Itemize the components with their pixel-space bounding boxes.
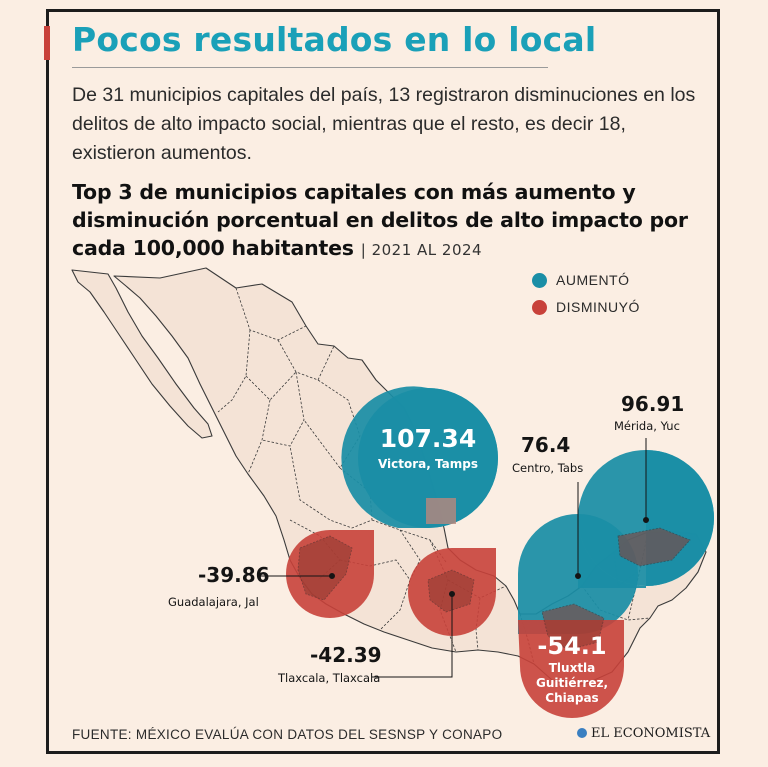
chiapas-highlight [541, 603, 605, 651]
yucatan-highlight [617, 527, 691, 567]
source-note: FUENTE: MÉXICO EVALÚA CON DATOS DEL SESN… [72, 727, 503, 742]
baja-california-shape [71, 269, 213, 439]
jalisco-highlight [297, 535, 353, 601]
intro-text: De 31 municipios capitales del país, 13 … [72, 84, 696, 164]
leader-dot-merida [643, 517, 649, 523]
state-border [399, 529, 421, 581]
value-guadalajara-jal: -39.86 [198, 563, 270, 587]
label-victoria-tamps: Victora, Tamps [377, 457, 478, 471]
state-border [261, 371, 305, 447]
legend-disminuyo: DISMINUYÓ [532, 299, 640, 315]
legend-dot-disminuyo [532, 299, 547, 315]
value-tlaxcala: -42.39 [310, 643, 382, 667]
state-border [217, 329, 251, 413]
value-centro-tabs: 76.4 [521, 433, 571, 457]
period-value: 2021 AL 2024 [371, 241, 483, 259]
legend-aumento: AUMENTÓ [532, 272, 630, 288]
infographic-frame [46, 9, 720, 754]
title-divider [72, 67, 548, 68]
value-tuxtla-chiapas: -54.1 [537, 632, 607, 660]
tlaxcala-region-highlight [427, 569, 475, 613]
state-border [247, 399, 271, 475]
value-victoria-tamps: 107.34 [379, 424, 477, 453]
label-centro-tabs: Centro, Tabs [512, 461, 584, 475]
label-guadalajara-jal: Guadalajara, Jal [168, 595, 259, 609]
leader-tlaxcala [372, 594, 453, 678]
label-merida-yuc: Mérida, Yuc [614, 419, 680, 433]
subtitle-text: Top 3 de municipios capitales con más au… [72, 180, 688, 260]
leader-lines [258, 438, 649, 678]
leader-dot-centro [575, 573, 581, 579]
brand-logo: EL ECONOMISTA [577, 726, 710, 741]
label-tlaxcala: Tlaxcala, Tlaxcala [278, 671, 381, 685]
highlight-states [297, 527, 691, 651]
marker-victoria-tamps-circle [358, 388, 498, 528]
state-border [289, 445, 373, 529]
state-border [235, 287, 307, 341]
period-label: | 2021 AL 2024 [360, 241, 483, 259]
victoria-highlight-state [426, 498, 456, 524]
legend-label-disminuyo: DISMINUYÓ [556, 299, 640, 315]
legend-label-aumento: AUMENTÓ [556, 272, 630, 288]
value-merida-yuc: 96.91 [621, 392, 685, 416]
brand-name: EL ECONOMISTA [591, 726, 711, 741]
title-accent-bar [44, 26, 50, 60]
page-title: Pocos resultados en lo local [72, 20, 597, 59]
chart-subtitle: Top 3 de municipios capitales con más au… [72, 178, 712, 264]
marker-tuxtla-chiapas [518, 620, 624, 718]
el-economista-logo-icon [577, 728, 587, 738]
leader-dot-guadalajara [329, 573, 335, 579]
state-border [277, 339, 335, 381]
label-tuxtla-chiapas: Tluxtla Guitiérrez, Chiapas [535, 661, 608, 705]
legend-dot-aumento [532, 272, 547, 288]
state-border [339, 559, 411, 631]
leader-dot-tlaxcala [449, 591, 455, 597]
